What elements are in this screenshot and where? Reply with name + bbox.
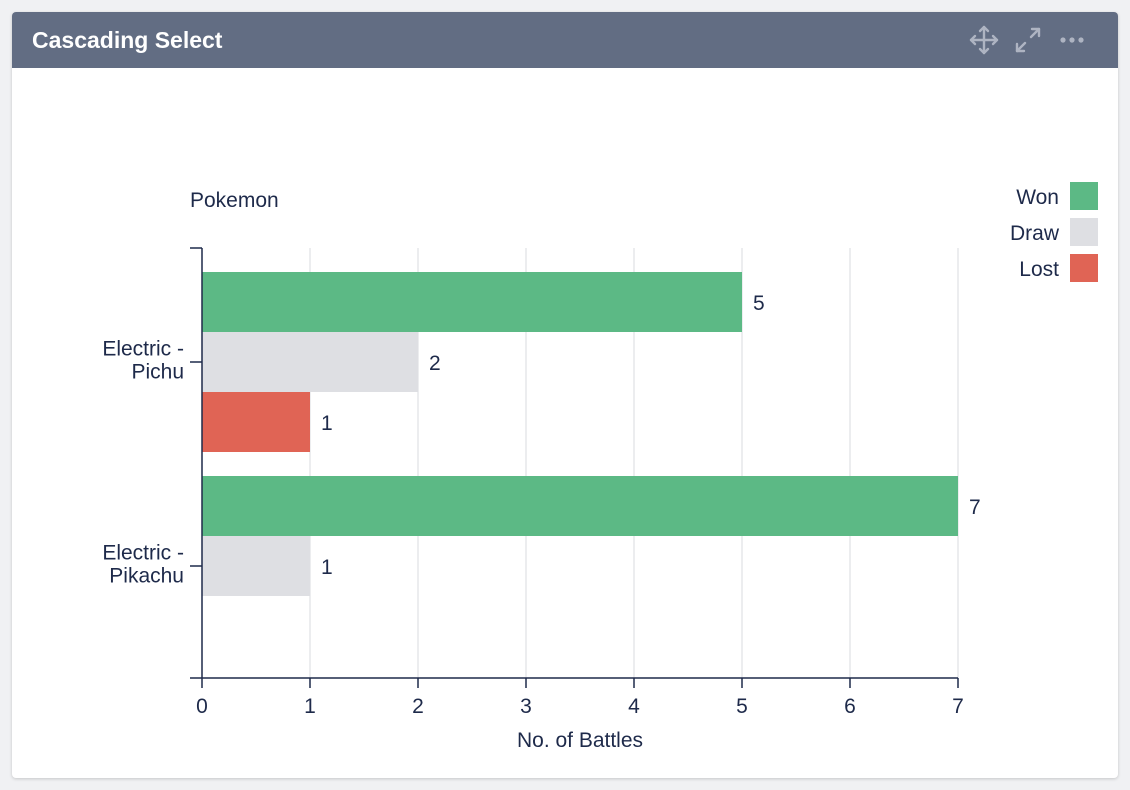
chart-area: 5 2 1 Electric - Pichu 7 1 Electric - Pikachu 0 1 2… <box>12 68 1118 778</box>
legend-swatch-lost <box>1070 254 1098 282</box>
data-label-lost-1: 1 <box>321 412 333 435</box>
y-tick-label-1-line-1: Electric - <box>102 338 184 361</box>
x-axis-title: No. of Battles <box>517 729 643 752</box>
move-icon[interactable] <box>968 24 1000 56</box>
card-header: Cascading Select <box>12 12 1118 68</box>
y-tick-label-2-line-2: Pikachu <box>109 565 184 588</box>
bar-draw-1 <box>202 332 418 392</box>
legend-label-draw: Draw <box>1010 222 1060 245</box>
bar-draw-2 <box>202 536 310 596</box>
x-tick-label-5: 5 <box>736 695 748 718</box>
x-tick-label-4: 4 <box>628 695 640 718</box>
legend-label-lost: Lost <box>1019 258 1059 281</box>
legend-swatch-draw <box>1070 218 1098 246</box>
data-label-won-1: 5 <box>753 292 765 315</box>
y-axis-title: Pokemon <box>190 189 279 212</box>
data-label-draw-2: 1 <box>321 556 333 579</box>
expand-icon[interactable] <box>1012 24 1044 56</box>
x-tick-label-2: 2 <box>412 695 424 718</box>
data-label-draw-1: 2 <box>429 352 441 375</box>
x-tick-label-0: 0 <box>196 695 208 718</box>
x-tick-label-7: 7 <box>952 695 964 718</box>
data-label-won-2: 7 <box>969 496 981 519</box>
bar-won-2 <box>202 476 958 536</box>
more-icon[interactable] <box>1056 24 1088 56</box>
x-tick-label-1: 1 <box>304 695 316 718</box>
y-tick-label-2-line-1: Electric - <box>102 542 184 565</box>
x-tick-label-6: 6 <box>844 695 856 718</box>
chart-card: Cascading Select <box>12 12 1118 778</box>
bar-won-1 <box>202 272 742 332</box>
legend-label-won: Won <box>1016 186 1059 209</box>
card-title: Cascading Select <box>32 27 223 53</box>
y-tick-label-1-line-2: Pichu <box>131 361 184 384</box>
x-tick-label-3: 3 <box>520 695 532 718</box>
bar-lost-1 <box>202 392 310 452</box>
legend-swatch-won <box>1070 182 1098 210</box>
